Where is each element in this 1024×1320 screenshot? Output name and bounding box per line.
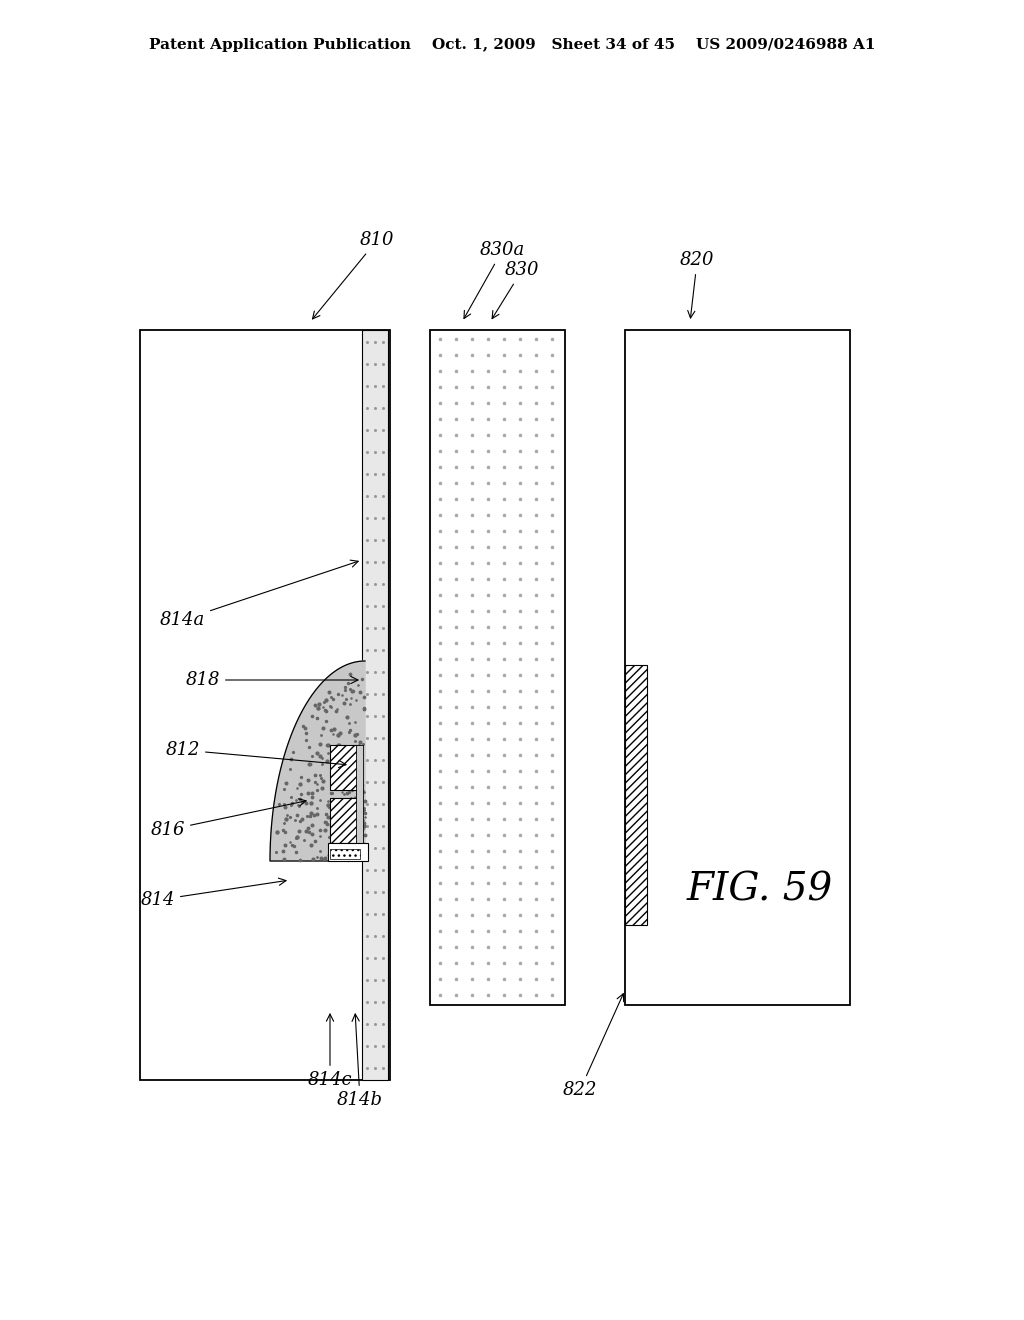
- Text: 830: 830: [493, 261, 540, 318]
- Bar: [328, 843, 368, 861]
- Text: Patent Application Publication    Oct. 1, 2009   Sheet 34 of 45    US 2009/02469: Patent Application Publication Oct. 1, 2…: [148, 38, 876, 51]
- Text: 814c: 814c: [307, 1014, 352, 1089]
- Bar: [330, 849, 360, 859]
- Bar: [362, 330, 388, 1080]
- Text: 830a: 830a: [464, 242, 525, 318]
- Text: 814b: 814b: [337, 1014, 383, 1109]
- Text: 812: 812: [166, 741, 346, 768]
- Bar: [330, 799, 360, 843]
- Bar: [625, 665, 647, 925]
- Text: 814a: 814a: [160, 560, 358, 630]
- Text: 822: 822: [563, 994, 624, 1100]
- Bar: [430, 330, 565, 1005]
- Bar: [330, 744, 360, 789]
- Bar: [356, 744, 362, 843]
- Text: 818: 818: [185, 671, 358, 689]
- Polygon shape: [270, 661, 365, 861]
- Bar: [140, 330, 390, 1080]
- Text: 810: 810: [312, 231, 394, 319]
- Text: 814: 814: [140, 878, 286, 909]
- Text: 820: 820: [680, 251, 715, 318]
- Bar: [625, 330, 850, 1005]
- Text: FIG. 59: FIG. 59: [687, 871, 834, 908]
- Text: 816: 816: [151, 799, 306, 840]
